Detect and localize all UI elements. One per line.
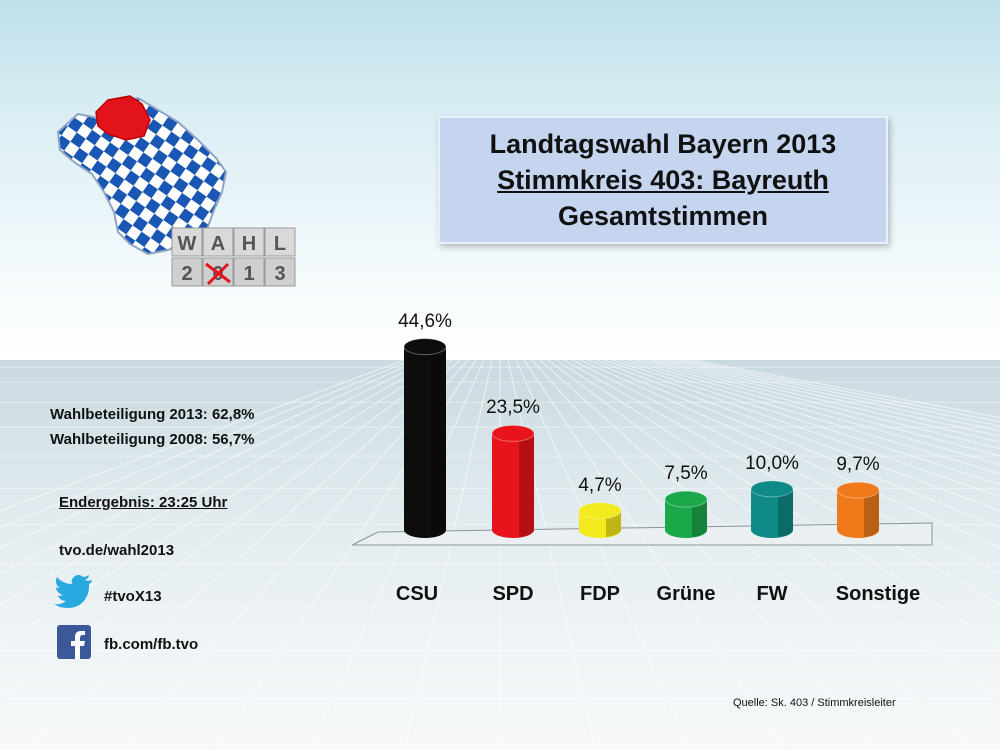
- bavaria-map-logo-icon: W A H L 2 0 1 3: [56, 95, 296, 287]
- bar-sonstige: [837, 490, 879, 538]
- category-label-fw: FW: [756, 583, 788, 605]
- logo-letter-w: W: [178, 233, 197, 255]
- logo-letter-h: H: [242, 233, 256, 255]
- ballot-cross-icon: [205, 262, 231, 286]
- value-label-fdp: 4,7%: [578, 474, 622, 496]
- facebook-link[interactable]: fb.com/fb.tvo: [104, 636, 199, 653]
- value-label-sonstige: 9,7%: [836, 454, 880, 476]
- logo-digit-2: 2: [181, 263, 192, 285]
- bar-spd: [492, 433, 534, 538]
- bar-top-fw: [750, 480, 794, 498]
- value-label-fw: 10,0%: [745, 452, 799, 474]
- facebook-icon[interactable]: [57, 625, 91, 659]
- source-note: Quelle: Sk. 403 / Stimmkreisleiter: [733, 697, 896, 709]
- category-label-sonstige: Sonstige: [835, 583, 921, 605]
- category-label-csu: CSU: [395, 583, 439, 605]
- value-label-grüne: 7,5%: [664, 463, 708, 485]
- bar-shade-fw: [778, 488, 793, 537]
- logo-digit-1: 1: [243, 263, 254, 285]
- category-label-spd: SPD: [492, 583, 534, 605]
- chart-title-box: Landtagswahl Bayern 2013 Stimmkreis 403:…: [438, 116, 888, 244]
- category-label-fdp: FDP: [580, 583, 620, 605]
- bar-shade-sonstige: [864, 490, 879, 537]
- bar-shade-grüne: [692, 499, 707, 537]
- bar-top-spd: [491, 424, 535, 442]
- bar-fw: [751, 488, 793, 538]
- category-label-grüne: Grüne: [656, 583, 716, 605]
- bar-top-fdp: [578, 502, 622, 520]
- title-line-election: Landtagswahl Bayern 2013: [489, 129, 837, 159]
- bar-csu: [404, 346, 446, 538]
- bar-grüne: [665, 499, 707, 538]
- bar-top-sonstige: [836, 481, 880, 499]
- logo-letter-l: L: [274, 233, 286, 255]
- final-result-time: Endergebnis: 23:25 Uhr: [59, 494, 228, 511]
- background-floor: [0, 360, 1000, 750]
- turnout-2013: Wahlbeteiligung 2013: 62,8%: [50, 406, 255, 423]
- twitter-bird-icon[interactable]: [54, 575, 94, 609]
- bar-top-grüne: [664, 490, 708, 508]
- logo-letter-a: A: [211, 233, 225, 255]
- turnout-2008: Wahlbeteiligung 2008: 56,7%: [50, 431, 255, 448]
- bar-shade-csu: [431, 346, 446, 537]
- bar-shade-spd: [519, 433, 534, 537]
- value-label-spd: 23,5%: [486, 397, 540, 419]
- website-link[interactable]: tvo.de/wahl2013: [59, 542, 175, 559]
- title-line-district: Stimmkreis 403: Bayreuth: [497, 165, 829, 195]
- value-label-csu: 44,6%: [398, 310, 452, 332]
- logo-digit-3: 3: [274, 263, 285, 285]
- bar-top-csu: [403, 338, 447, 356]
- twitter-hashtag[interactable]: #tvoX13: [104, 588, 162, 605]
- title-line-votes: Gesamtstimmen: [557, 201, 769, 231]
